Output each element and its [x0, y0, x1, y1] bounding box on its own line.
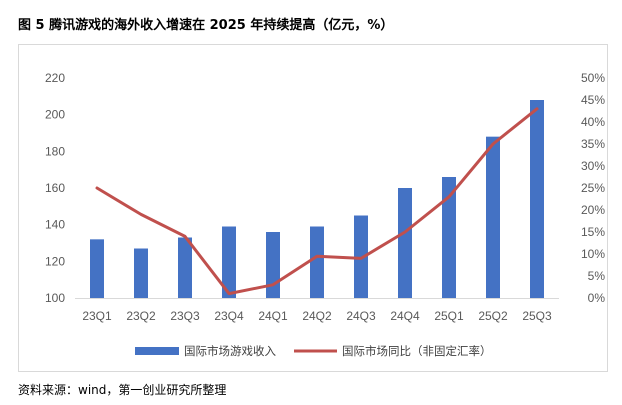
y-left-tick-label: 100 — [45, 291, 65, 305]
legend-bar-swatch — [135, 347, 179, 355]
y-right-tick-label: 0% — [588, 291, 606, 305]
bar — [178, 237, 192, 298]
y-right-tick-label: 50% — [581, 71, 605, 85]
bar — [486, 136, 500, 298]
bar — [90, 239, 104, 298]
legend-bar-label: 国际市场游戏收入 — [184, 344, 276, 358]
x-tick-label: 23Q3 — [170, 309, 200, 323]
y-right-tick-label: 35% — [581, 137, 605, 151]
legend-line-label: 国际市场同比（非固定汇率） — [342, 344, 492, 358]
bar — [310, 226, 324, 298]
chart-container: 100 120 140 160 180 200 220 0% 5% 10% 15% 20% 25% 30%… — [18, 44, 608, 372]
x-tick-label: 24Q4 — [390, 309, 420, 323]
figure-title: 图 5 腾讯游戏的海外收入增速在 2025 年持续提高（亿元，%） — [18, 18, 394, 33]
x-tick-label: 25Q2 — [478, 309, 508, 323]
y-left-tick-label: 140 — [45, 218, 65, 232]
x-tick-label: 23Q1 — [82, 309, 112, 323]
bar — [222, 226, 236, 298]
bar — [398, 188, 412, 298]
y-right-tick-label: 5% — [588, 269, 606, 283]
y-left-tick-label: 220 — [45, 71, 65, 85]
x-tick-label: 24Q3 — [346, 309, 376, 323]
bar — [134, 248, 148, 298]
y-right-tick-label: 10% — [581, 247, 605, 261]
y-right-tick-label: 30% — [581, 159, 605, 173]
x-tick-label: 23Q2 — [126, 309, 156, 323]
y-right-tick-label: 45% — [581, 93, 605, 107]
y-right-tick-label: 15% — [581, 225, 605, 239]
combo-chart: 100 120 140 160 180 200 220 0% 5% 10% 15% 20% 25% 30%… — [45, 71, 606, 358]
y-left-tick-label: 160 — [45, 181, 65, 195]
source-note: 资料来源：wind，第一创业研究所整理 — [18, 383, 227, 397]
bar — [530, 100, 544, 298]
growth-line — [95, 107, 539, 296]
x-tick-label: 24Q1 — [258, 309, 288, 323]
y-right-tick-label: 20% — [581, 203, 605, 217]
x-tick-label: 24Q2 — [302, 309, 332, 323]
x-tick-label: 25Q1 — [434, 309, 464, 323]
y-right-tick-label: 25% — [581, 181, 605, 195]
y-left-tick-label: 180 — [45, 144, 65, 158]
x-tick-label: 25Q3 — [522, 309, 552, 323]
x-tick-label: 23Q4 — [214, 309, 244, 323]
y-left-tick-label: 200 — [45, 108, 65, 122]
bar — [442, 177, 456, 298]
y-right-tick-label: 40% — [581, 115, 605, 129]
y-left-tick-label: 120 — [45, 254, 65, 268]
bar — [266, 232, 280, 298]
